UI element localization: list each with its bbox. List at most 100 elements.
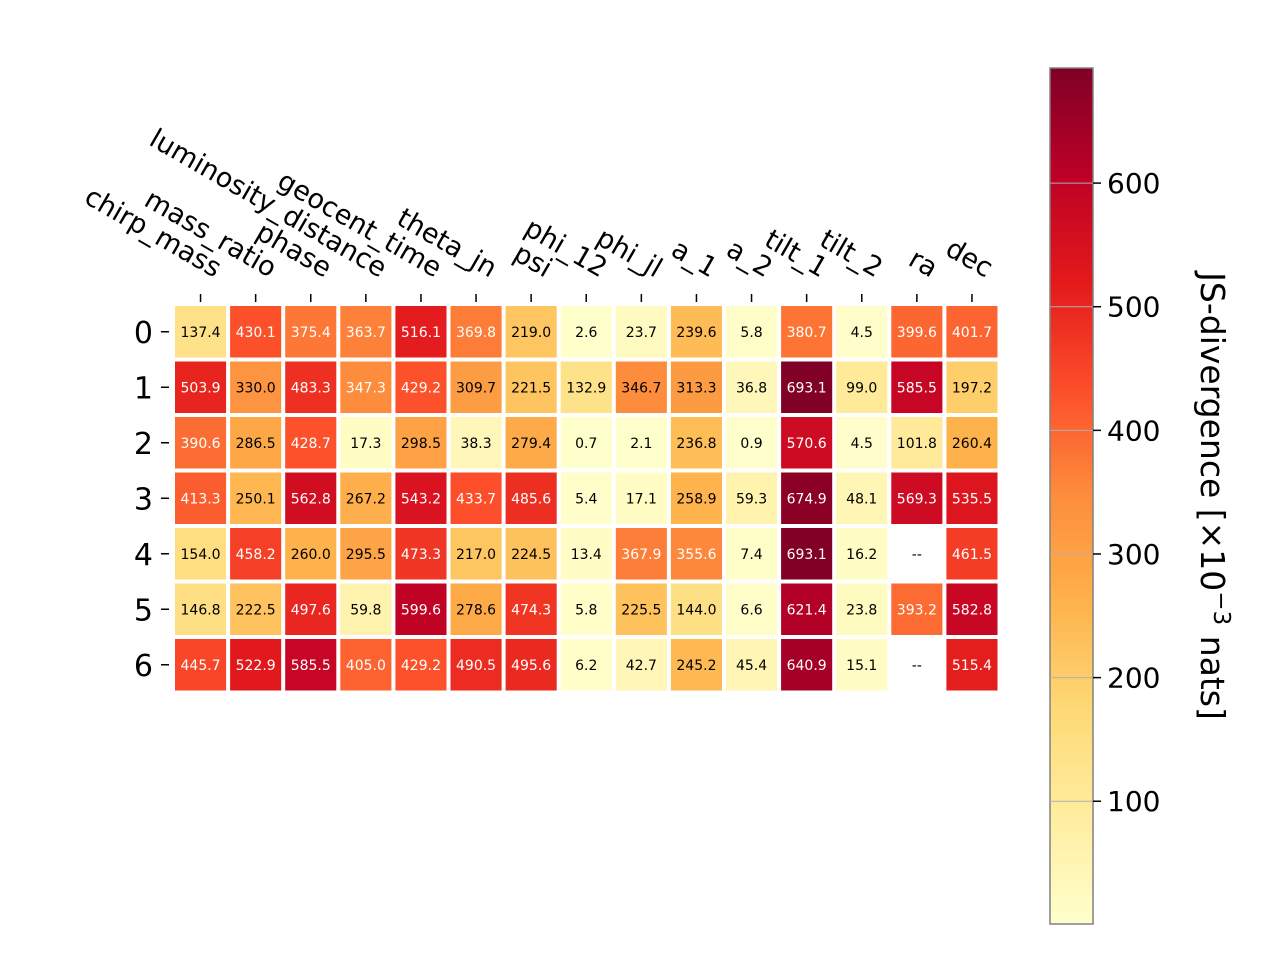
heatmap-cell <box>505 639 557 691</box>
cell-label: 390.6 <box>181 436 221 452</box>
heatmap-cell <box>781 417 833 469</box>
cell-label: 222.5 <box>236 602 276 618</box>
heatmap-cell <box>560 528 612 580</box>
colorbar-tick-label: 300 <box>1107 538 1160 571</box>
cell-label: 286.5 <box>236 436 276 452</box>
colorbar-ticks: 100 200 300 400 500 600 <box>1050 167 1160 818</box>
cell-label: 503.9 <box>181 380 221 396</box>
cell-label: 5.8 <box>740 325 762 341</box>
heatmap-cell <box>340 306 392 358</box>
heatmap-cell <box>395 472 447 524</box>
heatmap-cell <box>781 639 833 691</box>
heatmap-cells: 137.4 430.1 375.4 363.7 516.1 369.8 219.0 2.6 23… <box>175 306 998 691</box>
cell-label: 245.2 <box>676 658 716 674</box>
cell-label: 569.3 <box>897 491 937 507</box>
heatmap-cell <box>230 306 282 358</box>
cell-label: 42.7 <box>626 658 657 674</box>
heatmap-cell <box>670 472 722 524</box>
cell-label: 497.6 <box>291 602 331 618</box>
heatmap-cell <box>505 583 557 635</box>
cell-label: 585.5 <box>291 658 331 674</box>
heatmap-cell <box>285 417 337 469</box>
cell-label: 16.2 <box>846 547 877 563</box>
heatmap-cell <box>175 361 227 413</box>
colorbar-tick-label: 500 <box>1107 291 1160 324</box>
cell-label: 405.0 <box>346 658 386 674</box>
x-tick-label: dec <box>940 233 998 284</box>
cell-label: 219.0 <box>511 325 551 341</box>
cell-label: 132.9 <box>566 380 606 396</box>
cell-label: 0.7 <box>575 436 597 452</box>
colorbar-label-tail: nats] <box>1193 625 1232 720</box>
heatmap-cell <box>450 583 502 635</box>
heatmap-cell <box>615 472 667 524</box>
heatmap-cell <box>395 583 447 635</box>
colorbar-tick-label: 200 <box>1107 662 1160 695</box>
x-tick-label: a_1 <box>666 234 722 284</box>
cell-label: 495.6 <box>511 658 551 674</box>
heatmap-cell <box>726 361 778 413</box>
heatmap-cell <box>726 639 778 691</box>
cell-label: 413.3 <box>181 491 221 507</box>
colorbar: 100 200 300 400 500 600 JS-divergence [×10−3 … <box>1049 67 1234 925</box>
y-axis: 0 1 2 3 4 5 6 <box>134 316 169 684</box>
cell-label: 217.0 <box>456 547 496 563</box>
heatmap-cell <box>891 417 943 469</box>
heatmap-cell <box>946 639 998 691</box>
heatmap-cell <box>175 306 227 358</box>
heatmap-cell <box>560 417 612 469</box>
cell-label: 313.3 <box>676 380 716 396</box>
heatmap-cell <box>340 528 392 580</box>
cell-label: 99.0 <box>846 380 877 396</box>
heatmap-cell <box>285 472 337 524</box>
cell-label: 15.1 <box>846 658 877 674</box>
cell-label: -- <box>912 658 922 674</box>
heatmap-cell <box>230 639 282 691</box>
heatmap-cell <box>395 306 447 358</box>
cell-label: 429.2 <box>401 658 441 674</box>
heatmap-cell <box>891 361 943 413</box>
cell-label: 582.8 <box>952 602 992 618</box>
heatmap-cell <box>340 583 392 635</box>
colorbar-label: JS-divergence [×10−3 nats] <box>1193 270 1234 720</box>
y-tick-label: 4 <box>134 538 153 573</box>
heatmap-cell <box>395 417 447 469</box>
cell-label: 101.8 <box>897 436 937 452</box>
heatmap-cell <box>670 528 722 580</box>
colorbar-tick-label: 600 <box>1107 167 1160 200</box>
heatmap-cell <box>175 528 227 580</box>
heatmap-cell <box>175 639 227 691</box>
cell-label: 363.7 <box>346 325 386 341</box>
heatmap-cell <box>836 583 888 635</box>
cell-label: 278.6 <box>456 602 496 618</box>
heatmap-cell <box>285 528 337 580</box>
cell-label: 461.5 <box>952 547 992 563</box>
heatmap-cell <box>615 417 667 469</box>
heatmap-cell <box>340 417 392 469</box>
cell-label: 295.5 <box>346 547 386 563</box>
cell-label: 330.0 <box>236 380 276 396</box>
cell-label: 380.7 <box>787 325 827 341</box>
heatmap-cell <box>946 583 998 635</box>
heatmap-cell <box>450 639 502 691</box>
cell-label: 473.3 <box>401 547 441 563</box>
cell-label: 4.5 <box>851 436 873 452</box>
cell-label: 17.1 <box>626 491 657 507</box>
heatmap-cell <box>615 583 667 635</box>
cell-label: 585.5 <box>897 380 937 396</box>
cell-label: 260.0 <box>291 547 331 563</box>
heatmap-cell <box>615 639 667 691</box>
cell-label: 239.6 <box>676 325 716 341</box>
heatmap-cell <box>450 306 502 358</box>
cell-label: 2.1 <box>630 436 652 452</box>
cell-label: 401.7 <box>952 325 992 341</box>
cell-label: 6.6 <box>740 602 762 618</box>
cell-label: 2.6 <box>575 325 597 341</box>
heatmap-cell <box>726 583 778 635</box>
cell-label: 197.2 <box>952 380 992 396</box>
heatmap-cell <box>836 639 888 691</box>
heatmap-cell <box>726 472 778 524</box>
heatmap-cell <box>505 306 557 358</box>
heatmap-cell <box>505 417 557 469</box>
